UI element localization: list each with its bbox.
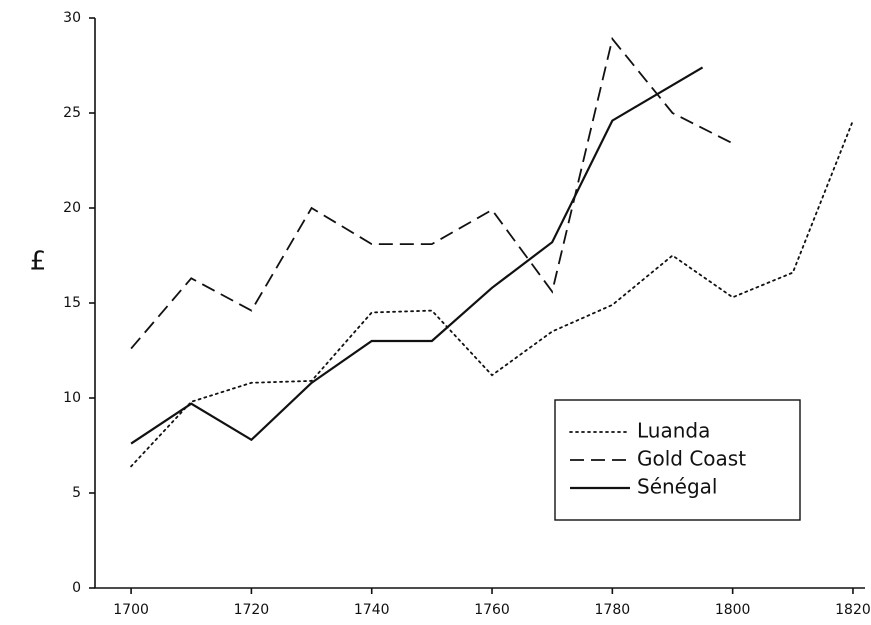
- y-tick-label: 30: [63, 10, 81, 26]
- series-line: [130, 36, 734, 350]
- x-tick-label: 1760: [474, 602, 510, 618]
- legend-label: Luanda: [637, 419, 710, 443]
- x-tick-label: 1780: [595, 602, 631, 618]
- series-line: [130, 119, 854, 468]
- y-tick-label: 0: [72, 580, 81, 596]
- y-tick-label: 10: [63, 390, 81, 406]
- legend-label: Gold Coast: [637, 447, 746, 471]
- y-tick-label: 5: [72, 485, 81, 501]
- y-tick-label: 20: [63, 200, 81, 216]
- y-axis-label: £: [30, 247, 47, 277]
- x-tick-label: 1720: [234, 602, 270, 618]
- x-tick-label: 1740: [354, 602, 390, 618]
- x-tick-label: 1800: [715, 602, 751, 618]
- legend: Luanda Gold Coast Sénégal: [554, 399, 801, 521]
- legend-label: Sénégal: [637, 475, 718, 499]
- x-tick-label: 1700: [113, 602, 149, 618]
- y-tick-label: 15: [63, 295, 81, 311]
- y-tick-label: 25: [63, 105, 81, 121]
- series-line: [130, 66, 704, 445]
- x-tick-label: 1820: [835, 602, 871, 618]
